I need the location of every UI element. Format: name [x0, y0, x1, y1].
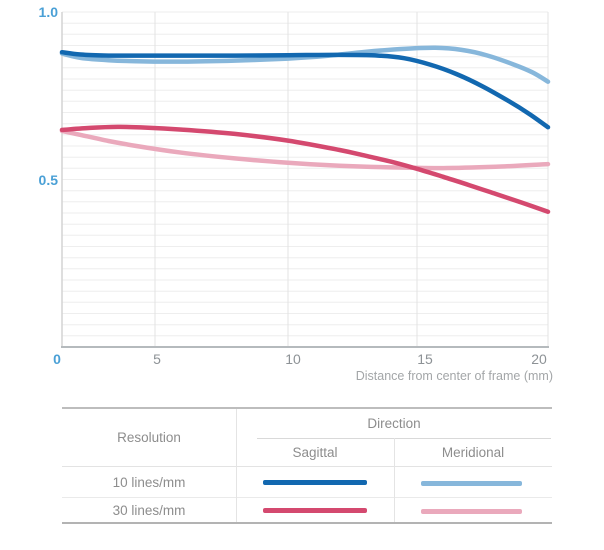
legend-table: Resolution Direction Sagittal Meridional… — [62, 407, 552, 524]
swatch-30-sagittal — [263, 508, 367, 513]
plot-svg — [59, 11, 551, 348]
legend-row-label: 10 lines/mm — [112, 474, 186, 490]
table-top-border — [62, 407, 552, 409]
table-bottom-border — [62, 522, 552, 524]
x-axis-tick-label: 5 — [153, 351, 161, 367]
y-axis-tick-label: 0.5 — [38, 171, 58, 188]
resolution-header: Resolution — [117, 430, 181, 445]
row-divider — [62, 497, 552, 498]
y-axis-tick-label: 1.0 — [38, 4, 58, 20]
x-axis-tick-label: 0 — [53, 351, 61, 367]
x-axis-title: Distance from center of frame (mm) — [355, 369, 553, 383]
column-divider — [394, 438, 395, 522]
sagittal-header: Sagittal — [292, 444, 338, 460]
legend-row-label: 30 lines/mm — [112, 503, 186, 518]
x-axis-tick-label: 10 — [285, 351, 301, 367]
swatch-10-meridional — [421, 481, 522, 486]
direction-header: Direction — [367, 416, 421, 431]
direction-underline — [257, 438, 551, 439]
swatch-10-sagittal — [263, 480, 367, 485]
meridional-header: Meridional — [441, 444, 505, 460]
header-underline — [62, 466, 552, 467]
column-divider — [236, 409, 237, 522]
x-axis-tick-label: 20 — [531, 351, 547, 367]
mtf-plot: 1.0 0.5 0 5 10 15 20 Distance from cente… — [38, 4, 553, 383]
x-axis-tick-label: 15 — [417, 351, 433, 367]
swatch-30-meridional — [421, 509, 522, 514]
